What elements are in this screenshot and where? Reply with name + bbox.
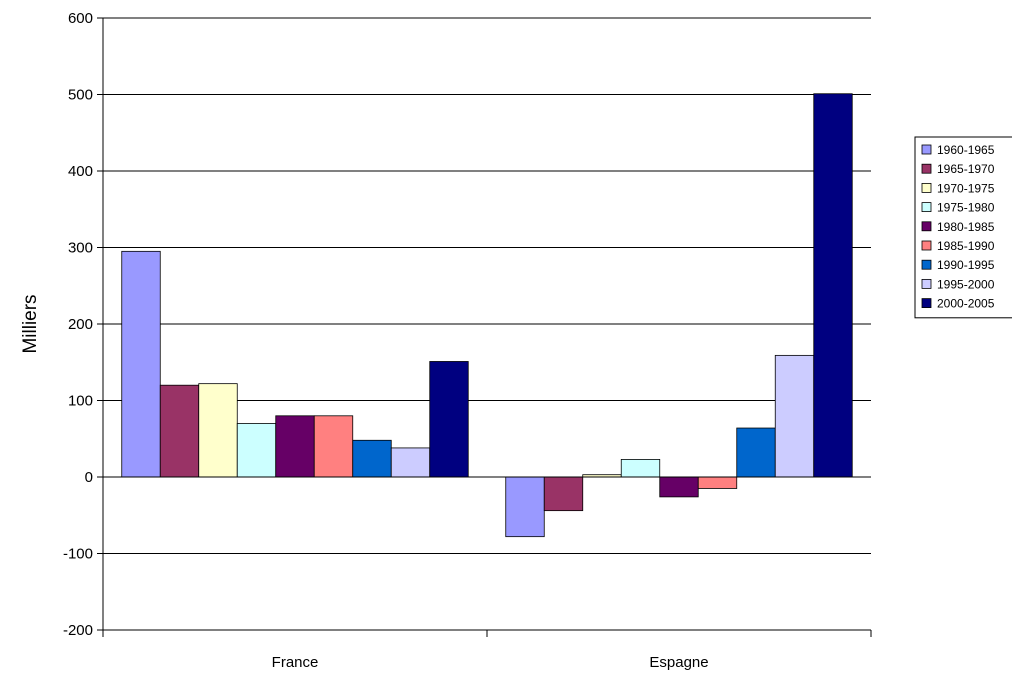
y-tick-label: 500 [68, 87, 93, 104]
bar-espagne-1980-1985 [659, 476, 699, 498]
y-tick-label: 100 [68, 393, 93, 410]
bar-france-1980-1985 [275, 415, 315, 478]
bar-espagne-2000-2005 [813, 93, 853, 478]
legend-swatch [921, 144, 932, 155]
axes [102, 18, 872, 637]
bar-espagne-1985-1990 [697, 476, 738, 489]
gridlines [97, 17, 871, 631]
bar-espagne-1990-1995 [736, 427, 776, 478]
y-tick-label: -100 [63, 546, 93, 563]
y-axis-label: Milliers [20, 294, 41, 353]
y-tick-label: -200 [63, 622, 93, 639]
bar-espagne-1975-1980 [620, 459, 661, 478]
legend-label: 1995-2000 [937, 277, 995, 291]
legend-swatch [921, 278, 932, 289]
bar-france-1965-1970 [159, 384, 200, 478]
y-tick-label: 400 [68, 163, 93, 180]
bar-france-2000-2005 [429, 361, 469, 478]
bar-france-1975-1980 [236, 423, 277, 478]
x-tick-label: France [272, 654, 319, 671]
bar-france-1970-1975 [198, 383, 238, 478]
legend-swatch [921, 163, 932, 174]
bar-france-1985-1990 [313, 415, 354, 478]
bars [121, 93, 853, 538]
legend-label: 1985-1990 [937, 239, 995, 253]
y-tick-label: 200 [68, 316, 93, 333]
bar-espagne-1995-2000 [774, 354, 815, 478]
legend: 1960-1965 1965-1970 1970-1975 1975-1980 1980… [914, 136, 1012, 319]
legend-label: 1990-1995 [937, 258, 995, 272]
bar-france-1990-1995 [352, 439, 392, 478]
y-tick-label: 600 [68, 10, 93, 27]
legend-swatch [921, 240, 932, 251]
legend-label: 1960-1965 [937, 143, 995, 157]
bar-espagne-1960-1965 [505, 476, 545, 538]
x-tick-label: Espagne [649, 654, 708, 671]
legend-swatch [921, 202, 932, 213]
legend-swatch [921, 259, 932, 270]
y-tick-label: 300 [68, 240, 93, 257]
y-tick-labels: -200 -100 0 100 200 300 400 500 600 [63, 10, 93, 639]
legend-label: 1970-1975 [937, 181, 995, 195]
legend-label: 1965-1970 [937, 162, 995, 176]
legend-label: 2000-2005 [937, 297, 995, 311]
legend-swatch [921, 182, 932, 193]
legend-swatch [921, 298, 932, 309]
bar-france-1995-2000 [390, 447, 431, 478]
legend-swatch [921, 221, 932, 232]
bar-espagne-1965-1970 [543, 476, 584, 512]
x-tick-labels: France Espagne [272, 654, 709, 671]
y-tick-label: 0 [85, 469, 93, 486]
legend-label: 1980-1985 [937, 220, 995, 234]
legend-label: 1975-1980 [937, 201, 995, 215]
bar-france-1960-1965 [121, 250, 161, 478]
